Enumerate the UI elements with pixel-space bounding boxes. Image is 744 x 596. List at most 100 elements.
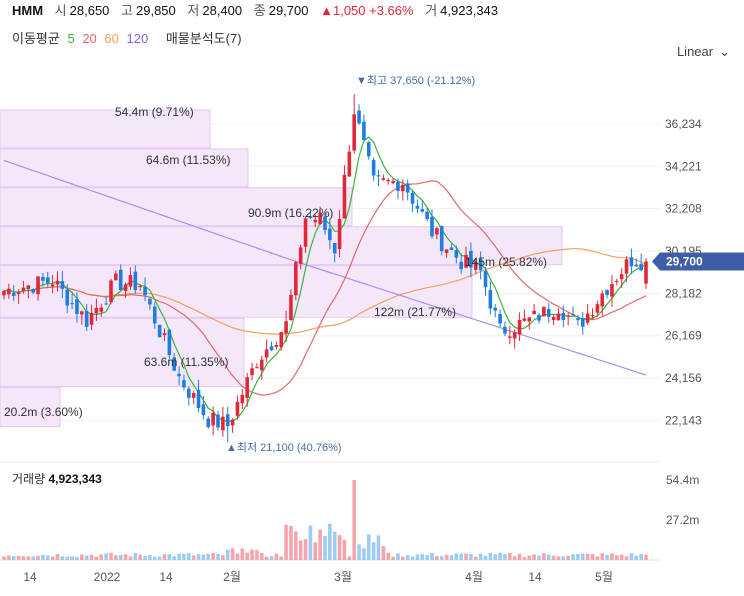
candle-body bbox=[167, 329, 172, 356]
candle-body bbox=[362, 121, 366, 141]
candle-body bbox=[522, 318, 527, 321]
volume-bar bbox=[235, 553, 240, 560]
volume-bar bbox=[493, 554, 498, 560]
candle-body bbox=[50, 284, 55, 287]
volume-bar bbox=[362, 548, 366, 560]
volume-bar bbox=[503, 554, 507, 560]
candle-body bbox=[172, 357, 177, 371]
volume-bar bbox=[430, 552, 434, 560]
volume-bar bbox=[527, 555, 532, 560]
candle-body bbox=[600, 293, 605, 307]
volume-bar bbox=[11, 555, 16, 560]
volume-bar bbox=[517, 553, 522, 560]
y-tick-label: 22,143 bbox=[665, 413, 702, 427]
candle-body bbox=[21, 287, 26, 291]
high-value: 29,850 bbox=[136, 3, 176, 18]
volume-bar bbox=[221, 555, 225, 560]
volume-bar bbox=[172, 556, 177, 560]
candle-body bbox=[425, 211, 429, 220]
volume-bar bbox=[371, 542, 376, 560]
y-tick-label: 32,208 bbox=[665, 202, 702, 216]
volume-bar bbox=[585, 553, 590, 560]
candle-body bbox=[478, 258, 483, 271]
volume-bar bbox=[478, 553, 483, 560]
volume-profile-bar bbox=[0, 317, 245, 388]
candle-body bbox=[36, 276, 40, 295]
volume-bar bbox=[75, 556, 79, 560]
low-annotation: ▲최저 21,100 (40.76%) bbox=[226, 441, 342, 454]
candle-body bbox=[196, 389, 201, 409]
candle-body bbox=[473, 262, 478, 270]
volume-bar bbox=[415, 554, 420, 560]
x-tick-label: 2022 bbox=[94, 570, 121, 584]
candle-body bbox=[532, 310, 536, 315]
candle-body bbox=[80, 311, 84, 315]
y-tick-label: 36,234 bbox=[665, 117, 702, 131]
volume-bar bbox=[104, 553, 108, 560]
volume-bar bbox=[114, 555, 118, 560]
candle-body bbox=[294, 262, 298, 296]
volume-bar bbox=[225, 549, 230, 560]
volume-bar bbox=[2, 556, 6, 560]
volume-bar bbox=[454, 553, 459, 560]
chevron-down-icon: ⌄ bbox=[719, 44, 730, 59]
y-tick-label: 26,169 bbox=[665, 329, 702, 343]
volume-label: 거 bbox=[425, 3, 438, 18]
candle-body bbox=[454, 250, 459, 258]
volume-bar bbox=[522, 556, 527, 560]
candle-body bbox=[303, 218, 308, 247]
volume-bar bbox=[576, 553, 580, 560]
candle-body bbox=[371, 160, 376, 176]
candle-body bbox=[84, 310, 89, 327]
low-label: 저 bbox=[187, 3, 200, 18]
volume-bar bbox=[7, 555, 11, 560]
volume-bar bbox=[50, 556, 55, 560]
candle-body bbox=[347, 151, 352, 177]
candle-body bbox=[99, 307, 104, 312]
volume-bar bbox=[70, 556, 74, 560]
candle-body bbox=[235, 401, 240, 416]
open-label: 시 bbox=[54, 3, 67, 18]
candle-body bbox=[45, 277, 50, 284]
candle-body bbox=[216, 414, 220, 428]
candle-body bbox=[590, 315, 595, 317]
candle-body bbox=[109, 280, 113, 303]
volume-bar bbox=[157, 556, 162, 560]
candle-body bbox=[269, 346, 274, 351]
volume-bar bbox=[439, 556, 444, 560]
volume-bar bbox=[26, 556, 31, 560]
volume-profile-label: 64.6m (11.53%) bbox=[146, 153, 231, 167]
volume-bar bbox=[473, 556, 478, 560]
candle-body bbox=[177, 373, 181, 377]
x-tick-label: 14 bbox=[159, 570, 173, 584]
candle-body bbox=[60, 281, 65, 289]
ticker-symbol: HMM bbox=[12, 3, 44, 18]
candle-body bbox=[138, 286, 142, 288]
volume-bar bbox=[605, 554, 609, 560]
moving-average-label[interactable]: 이동평균 bbox=[12, 31, 60, 46]
candle-body bbox=[542, 306, 546, 317]
candle-body bbox=[308, 217, 313, 219]
volume-bar bbox=[45, 555, 50, 560]
volume-bar bbox=[571, 554, 575, 560]
volume-bar bbox=[551, 555, 556, 560]
candle-body bbox=[449, 247, 454, 251]
scale-dropdown[interactable]: Linear ⌄ bbox=[677, 44, 730, 60]
ma120-line bbox=[3, 159, 647, 376]
volume-bar bbox=[259, 553, 264, 560]
candle-body bbox=[2, 291, 6, 296]
candle-body bbox=[255, 367, 259, 369]
volume-profile-bar bbox=[0, 387, 61, 428]
volume-profile-bar bbox=[0, 148, 249, 188]
volume-bar bbox=[410, 556, 415, 560]
candle-body bbox=[259, 359, 264, 371]
volume-bar bbox=[21, 556, 26, 560]
volume-bar bbox=[80, 554, 84, 560]
candle-body bbox=[16, 292, 21, 295]
volume-profile-label[interactable]: 매물분석도(7) bbox=[165, 31, 242, 46]
candle-body bbox=[133, 271, 138, 291]
volume-bar bbox=[245, 552, 249, 560]
volume-bar bbox=[381, 546, 386, 560]
candle-body bbox=[332, 242, 337, 254]
